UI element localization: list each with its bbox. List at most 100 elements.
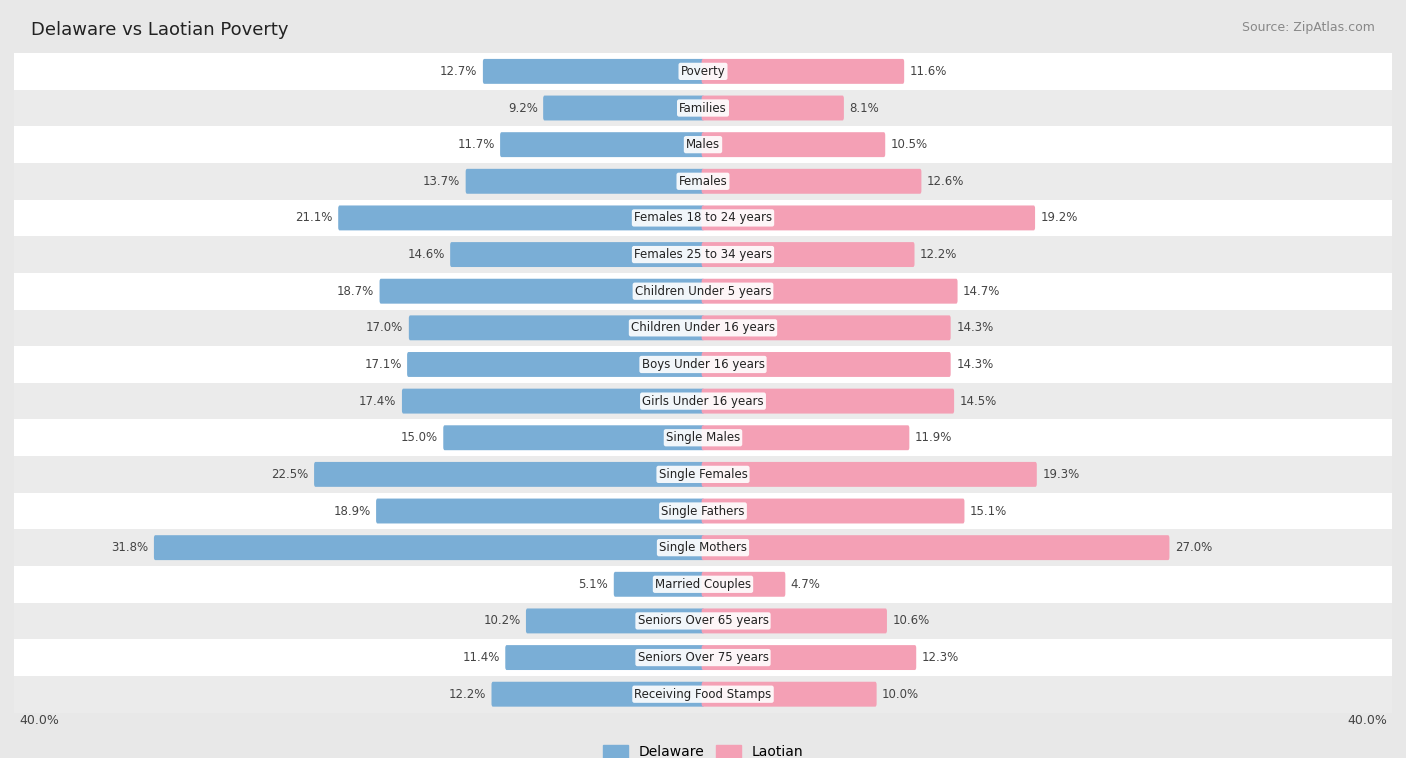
Text: 4.7%: 4.7%	[790, 578, 821, 590]
FancyBboxPatch shape	[702, 352, 950, 377]
Text: 12.6%: 12.6%	[927, 175, 965, 188]
FancyBboxPatch shape	[492, 681, 704, 706]
Text: Females 25 to 34 years: Females 25 to 34 years	[634, 248, 772, 261]
Text: Married Couples: Married Couples	[655, 578, 751, 590]
FancyBboxPatch shape	[702, 681, 876, 706]
Bar	[616, 575, 703, 594]
FancyBboxPatch shape	[702, 315, 950, 340]
FancyBboxPatch shape	[339, 205, 704, 230]
Text: Girls Under 16 years: Girls Under 16 years	[643, 395, 763, 408]
FancyBboxPatch shape	[702, 499, 965, 524]
Text: Children Under 5 years: Children Under 5 years	[634, 285, 772, 298]
Bar	[14, 456, 1392, 493]
FancyBboxPatch shape	[505, 645, 704, 670]
Bar	[381, 282, 703, 301]
FancyBboxPatch shape	[153, 535, 704, 560]
FancyBboxPatch shape	[380, 279, 704, 304]
Text: Single Males: Single Males	[666, 431, 740, 444]
Bar	[14, 273, 1392, 309]
Bar	[14, 493, 1392, 529]
Text: 17.1%: 17.1%	[364, 358, 402, 371]
Text: 12.7%: 12.7%	[440, 65, 478, 78]
FancyBboxPatch shape	[702, 462, 1036, 487]
FancyBboxPatch shape	[702, 279, 957, 304]
Text: 17.4%: 17.4%	[359, 395, 396, 408]
FancyBboxPatch shape	[702, 389, 955, 414]
Bar	[404, 392, 703, 411]
FancyBboxPatch shape	[314, 462, 704, 487]
Bar	[14, 419, 1392, 456]
Text: 14.7%: 14.7%	[963, 285, 1001, 298]
FancyBboxPatch shape	[702, 169, 921, 194]
Bar	[14, 566, 1392, 603]
Text: Families: Families	[679, 102, 727, 114]
Bar	[14, 383, 1392, 419]
Bar	[14, 639, 1392, 676]
Text: 31.8%: 31.8%	[111, 541, 149, 554]
Bar	[527, 612, 703, 631]
Text: 9.2%: 9.2%	[508, 102, 537, 114]
Text: 12.2%: 12.2%	[449, 688, 486, 700]
Bar	[409, 355, 703, 374]
Text: 27.0%: 27.0%	[1175, 541, 1212, 554]
Text: Males: Males	[686, 138, 720, 151]
Text: 5.1%: 5.1%	[578, 578, 609, 590]
Bar	[444, 428, 703, 447]
Bar	[14, 163, 1392, 199]
Text: Source: ZipAtlas.com: Source: ZipAtlas.com	[1241, 21, 1375, 34]
FancyBboxPatch shape	[702, 59, 904, 84]
Text: 12.3%: 12.3%	[922, 651, 959, 664]
FancyBboxPatch shape	[465, 169, 704, 194]
Text: Seniors Over 75 years: Seniors Over 75 years	[637, 651, 769, 664]
Bar	[14, 199, 1392, 236]
FancyBboxPatch shape	[702, 609, 887, 634]
Text: 11.4%: 11.4%	[463, 651, 499, 664]
FancyBboxPatch shape	[409, 315, 704, 340]
FancyBboxPatch shape	[702, 132, 886, 157]
Text: Single Females: Single Females	[658, 468, 748, 481]
FancyBboxPatch shape	[702, 425, 910, 450]
Text: 11.6%: 11.6%	[910, 65, 948, 78]
Text: 18.7%: 18.7%	[337, 285, 374, 298]
Text: 15.0%: 15.0%	[401, 431, 437, 444]
Text: 17.0%: 17.0%	[366, 321, 404, 334]
Text: 8.1%: 8.1%	[849, 102, 879, 114]
Text: Poverty: Poverty	[681, 65, 725, 78]
Text: Receiving Food Stamps: Receiving Food Stamps	[634, 688, 772, 700]
Bar	[14, 53, 1392, 89]
FancyBboxPatch shape	[450, 242, 704, 267]
Text: 10.6%: 10.6%	[893, 615, 929, 628]
Bar	[14, 89, 1392, 127]
Bar	[14, 529, 1392, 566]
Text: 19.3%: 19.3%	[1042, 468, 1080, 481]
Bar	[14, 236, 1392, 273]
Text: Seniors Over 65 years: Seniors Over 65 years	[637, 615, 769, 628]
Text: 19.2%: 19.2%	[1040, 211, 1078, 224]
Bar	[506, 648, 703, 667]
Bar	[377, 502, 703, 521]
Text: Single Mothers: Single Mothers	[659, 541, 747, 554]
Bar	[494, 684, 703, 703]
Bar	[467, 172, 703, 191]
FancyBboxPatch shape	[702, 96, 844, 121]
Text: Females: Females	[679, 175, 727, 188]
FancyBboxPatch shape	[614, 572, 704, 597]
Text: 14.3%: 14.3%	[956, 358, 994, 371]
Bar	[451, 245, 703, 264]
FancyBboxPatch shape	[526, 609, 704, 634]
Text: 40.0%: 40.0%	[1347, 714, 1386, 727]
FancyBboxPatch shape	[702, 242, 914, 267]
Text: 10.2%: 10.2%	[484, 615, 520, 628]
Bar	[544, 99, 703, 117]
FancyBboxPatch shape	[702, 205, 1035, 230]
Bar	[14, 346, 1392, 383]
Bar	[411, 318, 703, 337]
Bar	[340, 208, 703, 227]
Text: 40.0%: 40.0%	[20, 714, 59, 727]
FancyBboxPatch shape	[375, 499, 704, 524]
Text: 21.1%: 21.1%	[295, 211, 333, 224]
FancyBboxPatch shape	[443, 425, 704, 450]
FancyBboxPatch shape	[482, 59, 704, 84]
Text: Females 18 to 24 years: Females 18 to 24 years	[634, 211, 772, 224]
Text: 10.0%: 10.0%	[882, 688, 920, 700]
